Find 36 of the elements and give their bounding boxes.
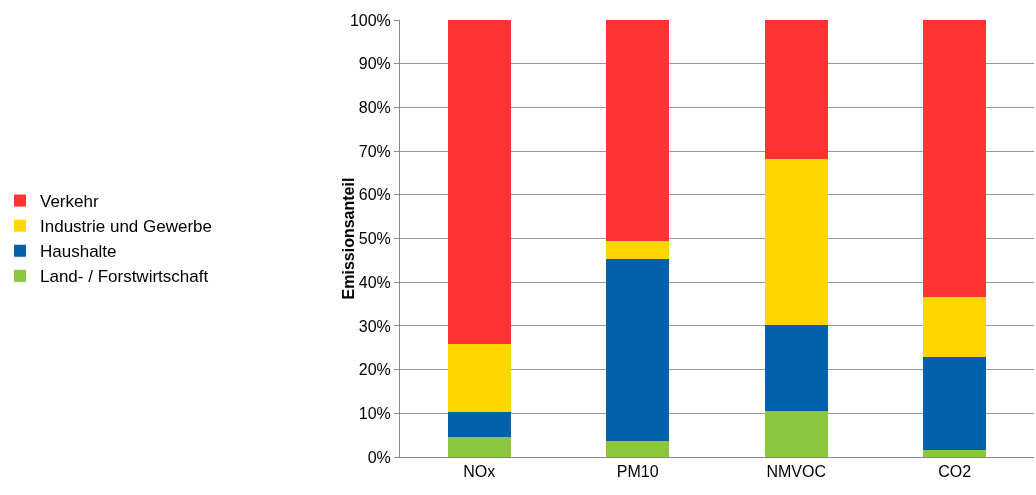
legend-label: Verkehr xyxy=(40,192,99,212)
legend-label: Industrie und Gewerbe xyxy=(40,217,212,237)
legend-label: Haushalte xyxy=(40,242,117,262)
x-tick-label: NMVOC xyxy=(766,463,827,481)
x-tick-label: NOx xyxy=(463,463,496,481)
bar xyxy=(606,440,670,457)
bar xyxy=(447,20,511,344)
y-tick-label: 10% xyxy=(358,404,391,422)
y-tick-label: 70% xyxy=(358,142,391,160)
bar xyxy=(606,20,670,241)
bar xyxy=(764,20,828,159)
y-tick-label: 90% xyxy=(358,55,391,73)
y-axis-title: Emissionsanteil xyxy=(339,177,357,300)
bar xyxy=(923,450,987,457)
bar xyxy=(764,411,828,457)
bar xyxy=(764,324,828,412)
bar xyxy=(447,343,511,412)
x-tick-label: PM10 xyxy=(616,463,659,481)
y-tick-label: 60% xyxy=(358,186,391,204)
bar xyxy=(764,158,828,325)
bar xyxy=(923,356,987,451)
y-tick-label: 50% xyxy=(358,230,391,248)
bar xyxy=(447,411,511,437)
y-tick-label: 100% xyxy=(349,11,391,29)
y-tick-label: 20% xyxy=(358,361,391,379)
legend-label: Land- / Forstwirtschaft xyxy=(40,267,209,287)
bar xyxy=(606,258,670,441)
y-tick-label: 30% xyxy=(358,317,391,335)
y-tick-label: 40% xyxy=(358,273,391,291)
y-tick-label: 80% xyxy=(358,99,391,116)
bar xyxy=(447,436,511,457)
x-tick-label: CO2 xyxy=(938,463,972,481)
bar xyxy=(606,240,670,259)
y-tick-label: 0% xyxy=(367,448,391,466)
bar xyxy=(923,20,987,297)
bar xyxy=(923,296,987,357)
